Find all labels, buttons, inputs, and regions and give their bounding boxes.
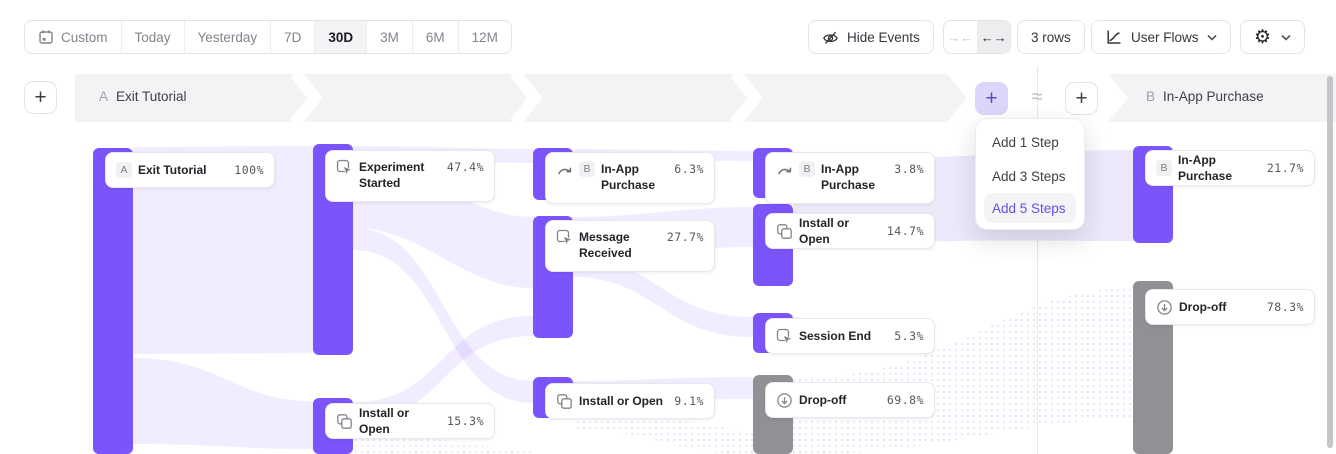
flow-node-install-or-open-3[interactable]: Install or Open 9.1% [545,383,715,419]
flow-node-install-or-open-2[interactable]: Install or Open 15.3% [325,403,495,439]
copy-icon [336,413,353,430]
copy-icon [556,393,573,410]
menu-item-add-5-steps[interactable]: Add 5 Steps [984,193,1076,223]
approx-icon: ≈ [1031,86,1043,108]
flow-node-install-or-open-4[interactable]: Install or Open 14.7% [765,213,935,249]
date-range-yesterday[interactable]: Yesterday [185,21,272,53]
letter-badge: B [799,161,815,177]
event-icon [776,328,793,345]
add-step-button-active[interactable]: + [975,82,1008,115]
flow-node-session-end[interactable]: Session End 5.3% [765,318,935,354]
gear-icon: ⚙ [1254,26,1272,48]
band-chevron-icon [730,69,763,127]
jump-icon [776,161,793,178]
jump-icon [556,161,573,178]
band-chevron-icon [510,69,543,127]
date-range-3m[interactable]: 3M [367,21,413,53]
collapse-icon[interactable]: →← [944,21,978,53]
date-range-30d[interactable]: 30D [315,21,368,53]
user-flows-chart-icon [1105,28,1123,46]
hide-events-button[interactable]: Hide Events [808,20,934,54]
menu-item-add-3-steps[interactable]: Add 3 Steps [992,168,1066,184]
add-steps-menu: Add 1 Step Add 3 Steps Add 5 Steps [975,118,1085,230]
flow-node-experiment-started[interactable]: Experiment Started 47.4% [325,150,495,202]
letter-badge: B [579,161,595,177]
chevron-down-icon [1281,34,1291,41]
expand-icon[interactable]: ←→ [977,21,1010,53]
add-step-right-button[interactable]: + [1065,82,1098,115]
rows-button[interactable]: 3 rows [1017,20,1085,54]
step-a-label[interactable]: A Exit Tutorial [99,89,187,104]
chevron-down-icon [1206,34,1217,41]
plus-icon: + [985,87,998,110]
letter-badge: A [116,162,132,178]
copy-icon [776,223,793,240]
flow-node-dropoff-b[interactable]: Drop-off 78.3% [1145,289,1315,325]
section-divider [1037,66,1038,454]
date-range-selector: Custom Today Yesterday 7D 30D 3M 6M 12M [24,20,512,54]
flow-bar-exit-tutorial[interactable] [93,148,133,454]
date-range-6m[interactable]: 6M [413,21,459,53]
view-selector-button[interactable]: User Flows [1091,20,1231,54]
step-band-a [75,74,967,122]
step-b-label[interactable]: B In-App Purchase [1146,89,1264,104]
date-range-today[interactable]: Today [122,21,185,53]
flow-node-in-app-purchase-3[interactable]: B In-App Purchase 6.3% [545,152,715,204]
plus-icon: + [34,86,47,109]
flow-node-in-app-purchase-4[interactable]: B In-App Purchase 3.8% [765,152,935,204]
letter-badge: B [1156,160,1172,176]
eye-off-icon [822,29,839,46]
vertical-scrollbar[interactable] [1327,76,1333,448]
flow-node-in-app-purchase-b[interactable]: B In-App Purchase 21.7% [1145,150,1315,186]
add-step-left-button[interactable]: + [24,81,57,114]
band-chevron-icon [290,69,323,127]
date-range-12m[interactable]: 12M [471,29,498,45]
event-icon [556,229,573,246]
settings-button[interactable]: ⚙ [1240,20,1306,54]
flow-node-dropoff-4[interactable]: Drop-off 69.8% [765,382,935,418]
event-icon [336,159,353,176]
menu-item-add-1-step[interactable]: Add 1 Step [992,134,1059,150]
dropoff-icon [776,392,793,409]
calendar-icon [38,29,54,45]
flow-node-exit-tutorial[interactable]: A Exit Tutorial 100% [105,152,275,188]
date-range-7d[interactable]: 7D [271,21,316,53]
flow-node-message-received[interactable]: Message Received 27.7% [545,220,715,272]
spacing-toggle: →← ←→ [943,20,1011,54]
plus-icon: + [1075,87,1088,110]
date-range-custom[interactable]: Custom [25,21,122,53]
dropoff-icon [1156,299,1173,316]
